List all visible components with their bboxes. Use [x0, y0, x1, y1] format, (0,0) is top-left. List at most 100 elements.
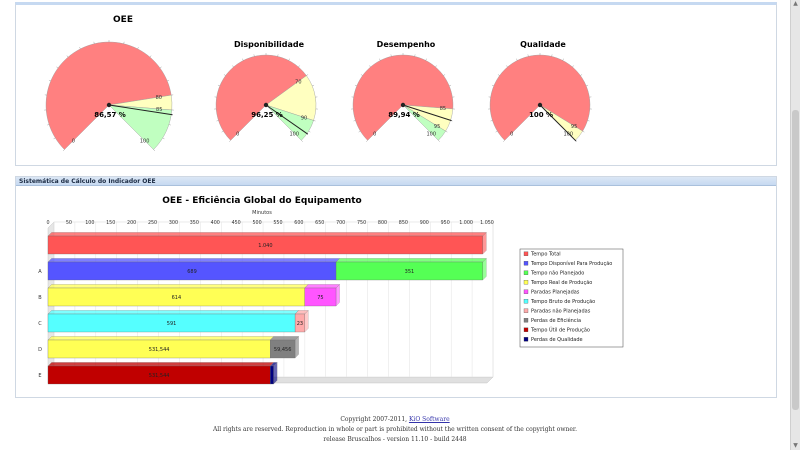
chart-x-tick-label: 750 [357, 220, 366, 226]
chart-legend-entry: Perdas de Qualidade [531, 337, 583, 343]
gauge-tick [425, 58, 427, 61]
gauge-hub [263, 102, 269, 108]
gauges-panel: OEE 0 80 85 100 86,57 % Disponibilidade 0 70 90 10… [15, 2, 777, 166]
gauge-tick-label: 80 [156, 95, 162, 101]
chart-bar-side [304, 310, 309, 333]
company-link[interactable]: KiO Software [408, 416, 450, 423]
gauge-tick [48, 79, 51, 82]
gauge-tick [167, 79, 170, 82]
gauge-tick [47, 124, 50, 126]
gauge-tick [313, 120, 316, 122]
chart-row-5: E 531,544 [38, 362, 278, 385]
chart-bar-top [335, 258, 487, 263]
chart-x-tick-label: 800 [378, 220, 387, 226]
chart-bar-top [47, 258, 341, 263]
chart-row-label: C [38, 321, 42, 327]
chart-legend-entry: Tempo não Planejado [530, 271, 584, 277]
gauge-tick [379, 58, 381, 61]
gauge-tick [369, 65, 371, 68]
chart-bar-top [47, 362, 275, 367]
gauge-tick [301, 140, 303, 142]
chart-row-label: B [38, 295, 42, 301]
rights-text: All rights are reserved. Reproduction in… [212, 426, 578, 433]
chart-bar-top [304, 284, 341, 289]
gauge-tick-label: 95 [571, 124, 577, 130]
chart-legend-entry: Tempo Disponível Para Produção [530, 260, 612, 267]
chart-x-tick-label: 200 [127, 220, 136, 226]
chart-x-tick-label: 350 [190, 220, 199, 226]
gauge-tick [358, 130, 361, 133]
chart-x-tick-label: 650 [315, 220, 324, 226]
chart-legend-swatch [523, 251, 529, 256]
gauge-tick [572, 65, 574, 68]
chart-legend-swatch [523, 270, 529, 275]
chart-bar-top [47, 310, 300, 315]
chart-legend-entry: Tempo Total [530, 252, 561, 258]
chart-bar-top [47, 232, 487, 237]
chart-legend-swatch [523, 337, 529, 342]
gauge-tick [438, 140, 440, 142]
chart-x-tick-label: 700 [336, 220, 345, 226]
gauge-hub [537, 102, 543, 108]
chart-row-3: C 591 23 [38, 310, 309, 333]
gauge-hub [106, 102, 112, 108]
gauge-tick [229, 140, 231, 142]
gauge-tick [582, 130, 585, 133]
chart-data-label: 23 [297, 321, 303, 327]
gauge-tick [353, 120, 356, 122]
gauges-svg: OEE 0 80 85 100 86,57 % Disponibilidade 0 70 90 10… [44, 15, 592, 152]
gauge-tick [162, 137, 165, 140]
chart-x-tick-label: 500 [252, 220, 261, 226]
chart-row-label: E [38, 373, 41, 379]
gauge-tick-label: 0 [510, 131, 513, 137]
gauge-tick-label: 100 [427, 131, 437, 137]
gauge-tick [168, 124, 171, 126]
gauge-2: Disponibilidade 0 70 90 100 96,25 % [214, 40, 318, 142]
gauge-tick [217, 84, 220, 87]
gauge-tick [56, 66, 59, 69]
vertical-scrollbar[interactable]: ▲ ▼ [790, 0, 800, 450]
chart-x-tick-label: 0 [46, 220, 49, 226]
gauge-tick [503, 140, 505, 142]
chart-x-tick-label: 1.000 [459, 220, 473, 226]
chart-title: OEE - Eficiência Global do Equipamento [162, 195, 361, 206]
gauge-tick [298, 65, 300, 68]
gauge-tick [232, 65, 234, 68]
gauge-tick [308, 130, 311, 133]
gauge-tick-label: 100 [140, 139, 150, 145]
chart-legend-entry: Tempo Real de Produção [530, 280, 592, 286]
chart-x-tick-label: 1.050 [480, 220, 494, 226]
gauge-tick-label: 85 [440, 106, 446, 112]
gauge-tick [62, 149, 65, 152]
gauge-tick-label: 0 [236, 131, 239, 137]
gauge-value-label: 89,94 % [388, 111, 420, 119]
chart-data-label: 531,544 [149, 373, 170, 379]
chart-data-label: 351 [405, 269, 415, 275]
gauge-tick-label: 100 [564, 131, 574, 137]
scroll-thumb[interactable] [792, 110, 799, 410]
chart-legend-entry: Perdas de Eficiência [531, 317, 581, 324]
chart-bar [270, 365, 274, 385]
gauge-tick [449, 84, 452, 87]
scroll-down-icon[interactable]: ▼ [793, 442, 798, 449]
scroll-up-icon[interactable]: ▲ [793, 0, 798, 7]
copyright-line: Copyright 2007-2011, KiO Software [0, 415, 790, 425]
gauge-tick [562, 58, 564, 61]
gauge-tick [79, 46, 81, 49]
chart-x-tick-label: 300 [169, 220, 178, 226]
chart-x-tick-label: 250 [148, 220, 157, 226]
gauge-tick [149, 55, 152, 58]
chart-row-label: A [38, 269, 42, 275]
gauge-needle [265, 104, 309, 135]
chart-bar-side [273, 362, 278, 385]
gauge-tick [497, 74, 500, 76]
chart-x-tick-label: 150 [106, 220, 115, 226]
chart-bar-top [47, 336, 275, 341]
gauge-tick [443, 74, 446, 76]
gauge-tick [53, 137, 56, 140]
copyright-text: Copyright 2007-2011, [340, 416, 409, 423]
gauge-title: Disponibilidade [234, 40, 305, 49]
chart-row-2: B 614 75 [38, 284, 341, 307]
gauge-red-zone [489, 54, 591, 141]
